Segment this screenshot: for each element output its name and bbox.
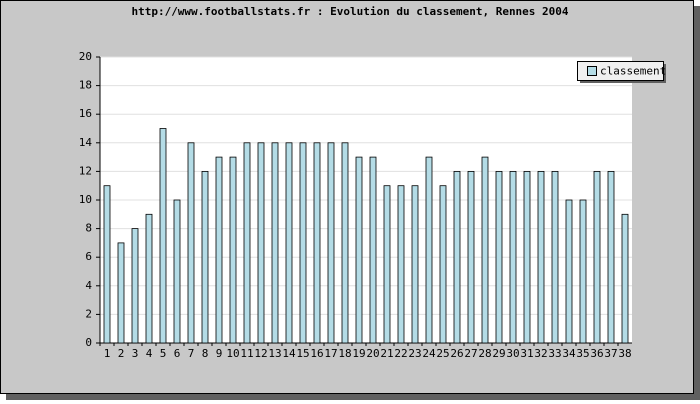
bar (341, 142, 349, 344)
bar (593, 170, 601, 344)
y-tick-label: 18 (79, 79, 92, 92)
x-tick-label: 35 (576, 347, 589, 360)
x-tick-label: 19 (352, 347, 365, 360)
x-tick-label: 16 (310, 347, 323, 360)
x-tick-label: 8 (202, 347, 209, 360)
bar (383, 185, 391, 344)
x-tick-label: 1 (104, 347, 111, 360)
x-tick-label: 15 (296, 347, 309, 360)
bar (229, 156, 237, 344)
bar (369, 156, 377, 344)
y-tick-label: 12 (79, 164, 92, 177)
y-tick-label: 14 (79, 136, 93, 149)
bar (537, 170, 545, 344)
x-tick-label: 2 (118, 347, 125, 360)
y-tick-label: 0 (85, 336, 92, 349)
bar (313, 142, 321, 344)
bar (565, 199, 573, 344)
x-tick-label: 11 (240, 347, 253, 360)
y-tick-label: 4 (85, 279, 92, 292)
bar (579, 199, 587, 344)
y-tick-label: 16 (79, 107, 92, 120)
y-tick-label: 10 (79, 193, 92, 206)
x-tick-label: 34 (562, 347, 576, 360)
bar (607, 170, 615, 344)
legend-label: classement (600, 65, 666, 78)
bar (397, 185, 405, 344)
x-tick-label: 7 (188, 347, 195, 360)
x-tick-label: 29 (492, 347, 505, 360)
bar (173, 199, 181, 344)
bar (201, 170, 209, 344)
x-tick-label: 5 (160, 347, 167, 360)
x-tick-label: 38 (618, 347, 631, 360)
bar (145, 213, 153, 344)
bar (509, 170, 517, 344)
x-tick-label: 28 (478, 347, 491, 360)
bar (285, 142, 293, 344)
bar (495, 170, 503, 344)
bar (327, 142, 335, 344)
bar (355, 156, 363, 344)
x-tick-label: 12 (254, 347, 267, 360)
x-tick-label: 10 (226, 347, 239, 360)
x-tick-label: 23 (408, 347, 421, 360)
x-tick-label: 25 (436, 347, 449, 360)
bar (453, 170, 461, 344)
chart-title: http://www.footballstats.fr : Evolution … (131, 5, 568, 18)
x-tick-label: 37 (604, 347, 617, 360)
x-tick-label: 22 (394, 347, 407, 360)
y-tick-label: 20 (79, 50, 92, 63)
bar (187, 142, 195, 344)
x-tick-label: 13 (268, 347, 281, 360)
y-tick-label: 2 (85, 307, 92, 320)
bar (159, 128, 167, 344)
bar (271, 142, 279, 344)
x-tick-label: 14 (282, 347, 296, 360)
legend (577, 61, 664, 81)
bar (257, 142, 265, 344)
x-tick-label: 26 (450, 347, 463, 360)
x-tick-label: 18 (338, 347, 351, 360)
x-tick-label: 21 (380, 347, 393, 360)
x-tick-label: 36 (590, 347, 603, 360)
bar (467, 170, 475, 344)
bar (299, 142, 307, 344)
x-tick-label: 33 (548, 347, 561, 360)
x-tick-label: 32 (534, 347, 547, 360)
x-tick-label: 31 (520, 347, 533, 360)
x-tick-label: 6 (174, 347, 181, 360)
bar (243, 142, 251, 344)
bar (103, 185, 111, 344)
bar (621, 213, 629, 344)
bar (117, 242, 125, 344)
bar (439, 185, 447, 344)
bar (411, 185, 419, 344)
x-tick-label: 20 (366, 347, 379, 360)
bar (551, 170, 559, 344)
x-tick-label: 4 (146, 347, 153, 360)
x-tick-label: 27 (464, 347, 477, 360)
bar (131, 228, 139, 344)
x-tick-label: 24 (422, 347, 436, 360)
y-tick-label: 6 (85, 250, 92, 263)
bar (523, 170, 531, 344)
x-tick-label: 17 (324, 347, 337, 360)
legend-swatch (587, 66, 597, 76)
bar (481, 156, 489, 344)
x-tick-label: 3 (132, 347, 139, 360)
bar (425, 156, 433, 344)
x-tick-label: 9 (216, 347, 223, 360)
bar (215, 156, 223, 344)
y-tick-label: 8 (85, 222, 92, 235)
x-tick-label: 30 (506, 347, 519, 360)
